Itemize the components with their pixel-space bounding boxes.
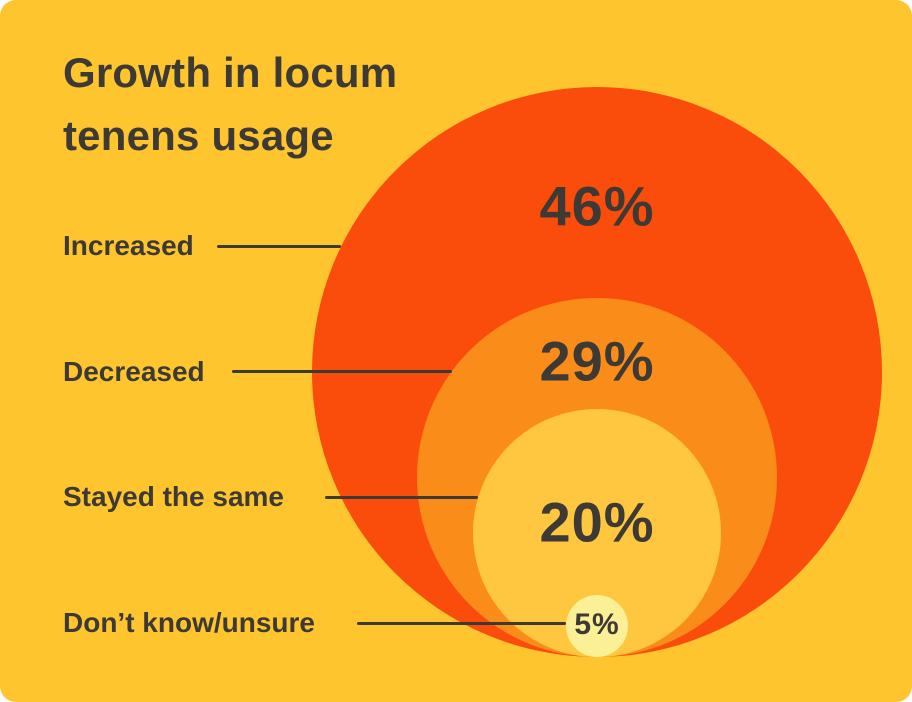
- circle-don-t-know-unsure: [566, 595, 628, 657]
- leader-line-decreased: [232, 370, 452, 373]
- value-label-stayed-the-same: 20%: [539, 490, 655, 554]
- leader-line-increased: [217, 244, 342, 248]
- value-label-don-t-know-unsure: 5%: [574, 608, 620, 641]
- leader-line-don-t-know-unsure: [357, 621, 567, 625]
- category-label-stayed-the-same: Stayed the same: [63, 481, 284, 512]
- leader-line-stayed-the-same: [325, 495, 479, 499]
- chart-title: Growth in locum tenens usage: [63, 49, 398, 159]
- category-label-decreased: Decreased: [63, 355, 205, 387]
- value-label-decreased: 29%: [539, 329, 655, 393]
- category-label-increased: Increased: [63, 230, 194, 261]
- category-label-don-t-know-unsure: Don’t know/unsure: [63, 607, 315, 638]
- value-label-increased: 46%: [539, 174, 655, 238]
